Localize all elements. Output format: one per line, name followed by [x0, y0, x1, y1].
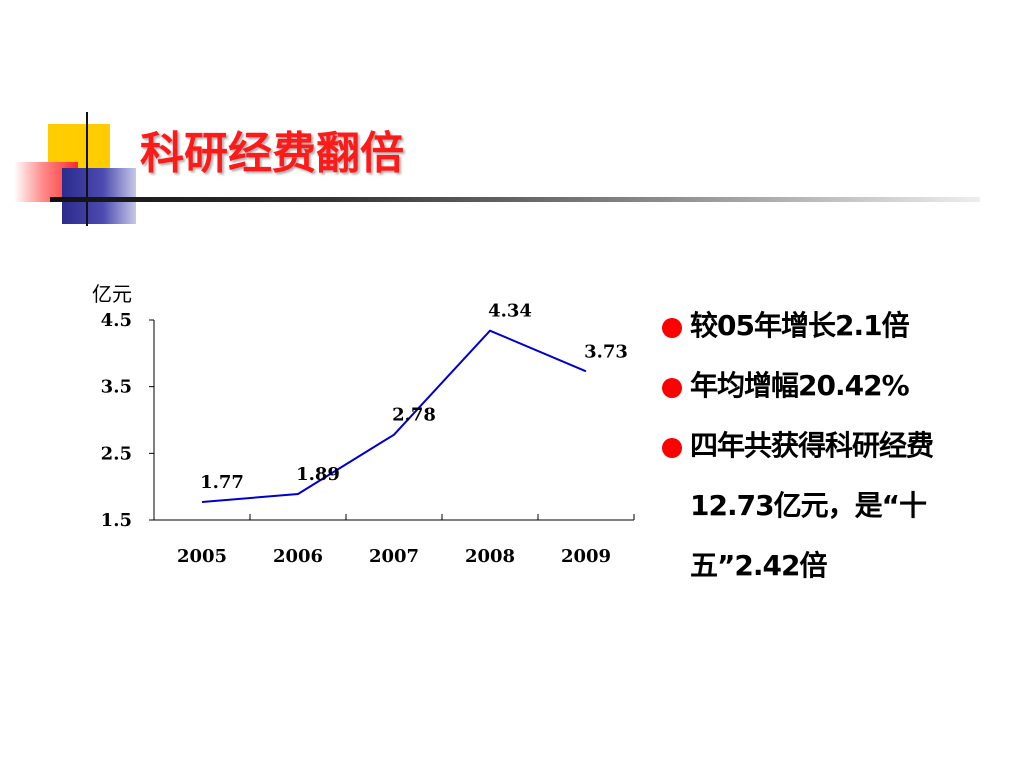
x-tick-label: 2007	[369, 546, 419, 567]
data-label: 2.78	[392, 405, 436, 426]
bullet-item: 四年共获得科研经费12.73亿元，是“十五”2.42倍	[662, 416, 992, 596]
y-tick-label: 3.5	[101, 377, 132, 398]
data-label: 4.34	[488, 301, 532, 322]
data-label: 3.73	[584, 341, 628, 362]
bullet-item: 年均增幅20.42%	[662, 356, 992, 416]
data-label: 1.89	[296, 464, 340, 485]
bullet-text: 年均增幅20.42%	[690, 369, 910, 402]
y-tick-label: 4.5	[101, 310, 132, 331]
slide-title: 科研经费翻倍	[140, 128, 404, 179]
x-tick-label: 2006	[273, 546, 323, 567]
bullet-dot-icon	[662, 438, 682, 458]
x-tick-label: 2008	[465, 546, 515, 567]
decor-vertical-line	[86, 112, 88, 226]
bullet-item: 较05年增长2.1倍	[662, 296, 992, 356]
x-tick-label: 2005	[177, 546, 227, 567]
bullet-dot-icon	[662, 318, 682, 338]
y-tick-label: 2.5	[101, 443, 132, 464]
bullet-dot-icon	[662, 378, 682, 398]
decor-blue-gradient-block	[62, 168, 136, 224]
y-tick-label: 1.5	[101, 510, 132, 531]
title-underline	[50, 197, 980, 202]
bullet-list: 较05年增长2.1倍 年均增幅20.42% 四年共获得科研经费12.73亿元，是…	[662, 296, 992, 596]
data-label: 1.77	[200, 472, 244, 493]
y-axis-unit-label: 亿元	[92, 282, 132, 306]
series-line	[201, 329, 587, 503]
bullet-text: 较05年增长2.1倍	[690, 309, 910, 342]
x-tick-label: 2009	[561, 546, 611, 567]
bullet-text: 四年共获得科研经费12.73亿元，是“十五”2.42倍	[690, 429, 934, 582]
line-chart: 亿元 1.5 2.5 3.5 4.5 2005 2006 2007 2008 2009 1.7…	[92, 282, 635, 567]
